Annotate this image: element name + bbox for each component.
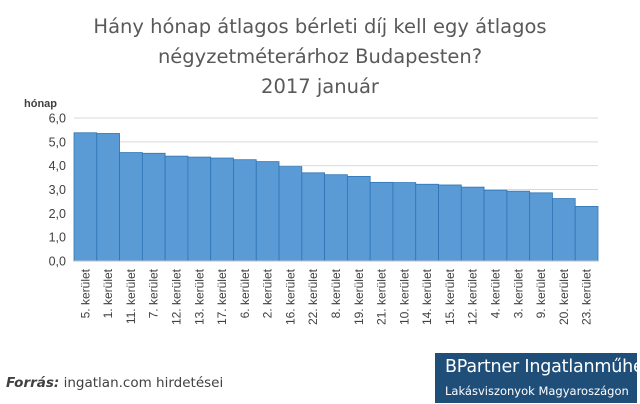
bar [141,152,166,262]
x-category-label: 5. kerület [78,268,92,318]
y-tick-label: 6,0 [49,112,66,126]
x-category-label: 11. kerület [124,268,138,324]
chart-title-line-1: Hány hónap átlagos bérleti díj kell egy … [93,15,546,38]
category-labels: 5. kerület 1. kerület 11. kerület 7. kerüle… [78,268,593,325]
bar [529,192,553,262]
source-note: Forrás: ingatlan.com hirdetései [6,375,223,391]
x-category-label: 17. kerület [215,268,229,325]
bar [255,161,280,262]
bar [506,190,531,262]
bar [483,189,508,262]
source-text: ingatlan.com hirdetései [63,375,224,391]
bar [73,132,98,262]
bar [278,166,303,262]
bar [324,174,348,262]
bar [392,182,417,262]
y-tick-label: 1,0 [49,231,66,245]
bar [438,184,462,262]
x-category-label: 16. kerület [283,268,297,325]
y-axis-label: hónap [24,98,57,110]
y-tick-label: 4,0 [49,159,66,173]
y-tick-label: 2,0 [49,207,66,221]
y-axis-ticks: 0,0 1,0 2,0 3,0 4,0 5,0 6,0 [49,112,66,269]
x-category-label: 15. kerület [443,268,457,325]
x-category-label: 22. kerület [306,268,320,325]
x-category-label: 3. kerület [511,268,525,318]
brand-name: BPartner Ingatlanműhely [445,357,640,377]
bar [301,172,326,262]
brand-logo: BPartner Ingatlanműhely Lakásviszonyok M… [435,353,640,403]
bar [233,159,257,262]
x-category-label: 23. kerület [580,268,594,325]
bar [119,152,143,262]
bar [164,155,189,262]
bar [574,206,599,262]
bar [96,133,120,262]
bar [210,157,234,262]
y-tick-label: 5,0 [49,135,66,149]
x-category-label: 14. kerület [420,268,434,325]
x-category-label: 6. kerület [238,268,252,318]
bar [187,156,212,262]
bars [73,132,599,262]
bar [346,175,371,262]
chart-title-line-3: 2017 január [261,75,380,98]
x-category-label: 2. kerület [261,268,275,318]
x-category-label: 12. kerület [466,268,480,325]
x-category-label: 21. kerület [375,268,389,325]
y-tick-label: 0,0 [49,255,66,269]
bar [415,183,439,262]
x-category-label: 20. kerület [557,268,571,325]
bar [552,198,576,262]
x-category-label: 1. kerület [101,268,115,318]
x-category-label: 9. kerület [534,268,548,318]
bar [369,181,394,262]
x-category-label: 12. kerület [170,268,184,325]
x-category-label: 19. kerület [352,268,366,325]
bar [460,186,485,262]
x-category-label: 10. kerület [397,268,411,325]
x-category-label: 13. kerület [192,268,206,325]
source-label: Forrás: [6,375,60,391]
x-category-label: 8. kerület [329,268,343,318]
chart-title-line-2: négyzetméterárhoz Budapesten? [158,45,482,68]
y-tick-label: 3,0 [49,183,66,197]
x-category-label: 4. kerület [488,268,502,318]
brand-subtitle: Lakásviszonyok Magyaroszágon [445,384,629,398]
x-category-label: 7. kerület [147,268,161,318]
